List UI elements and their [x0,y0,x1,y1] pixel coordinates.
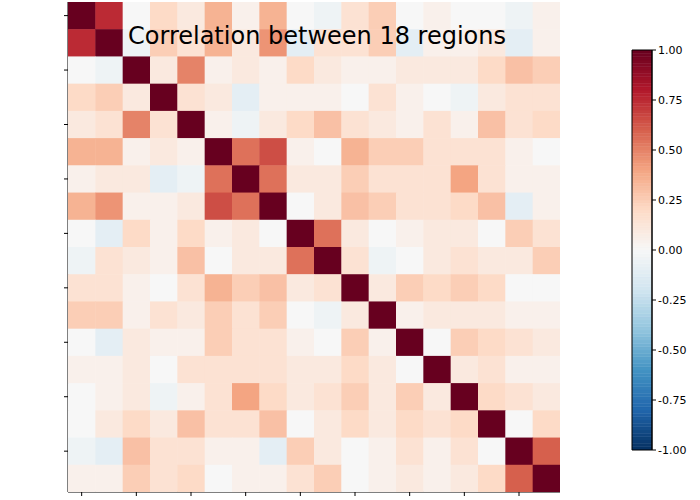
svg-text:0.50: 0.50 [658,144,683,157]
svg-text:-0.75: -0.75 [658,394,686,407]
svg-text:0.75: 0.75 [658,94,683,107]
svg-text:0.00: 0.00 [658,244,683,257]
html-text:Correlation between 18 regions: Correlation between 18 regions [128,22,506,50]
svg-text:-1.00: -1.00 [658,444,686,457]
svg-text:-0.50: -0.50 [658,344,686,357]
svg-text:0.25: 0.25 [658,194,683,207]
svg-text:-0.25: -0.25 [658,294,686,307]
svg-text:1.00: 1.00 [658,44,683,57]
